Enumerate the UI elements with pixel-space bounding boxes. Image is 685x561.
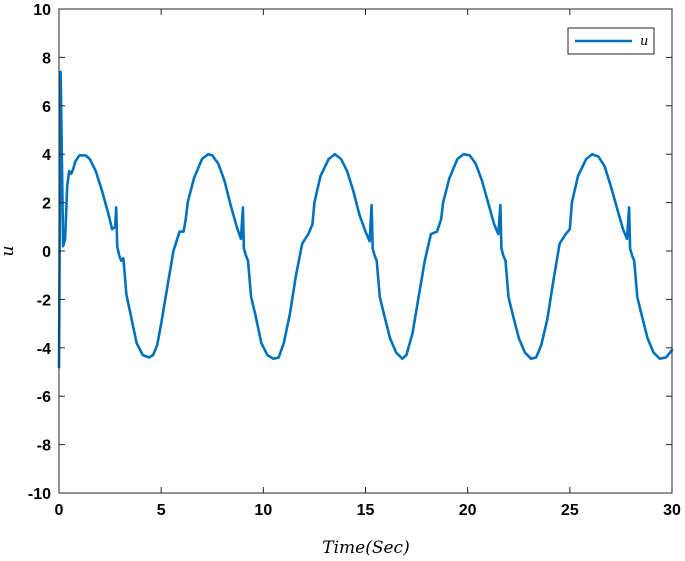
y-tick-label: 6: [42, 99, 51, 116]
axes-frame: [58, 8, 673, 494]
axes-box: [58, 8, 673, 494]
y-tick-label: 2: [42, 196, 51, 213]
y-axis-title: u: [0, 246, 18, 257]
y-tick-label: -4: [37, 341, 51, 358]
plot-area: [59, 9, 672, 493]
y-tick-label: 10: [33, 2, 51, 19]
x-tick-label: 25: [561, 502, 579, 519]
x-tick-label: 0: [55, 502, 64, 519]
plot-background: [59, 9, 672, 493]
series-line-u: [57, 70, 674, 369]
legend: u: [567, 27, 655, 55]
x-tick-label: 15: [357, 502, 375, 519]
legend-label-u: u: [640, 34, 648, 49]
y-tick-label: -10: [28, 486, 51, 503]
x-tick-label: 30: [663, 502, 681, 519]
x-axis-title: Time(Sec): [322, 538, 409, 558]
x-tick-label: 5: [157, 502, 166, 519]
series-layer: [57, 70, 674, 369]
y-tick-label: -8: [37, 438, 51, 455]
y-tick-label: 8: [42, 50, 51, 67]
x-tick-label: 10: [254, 502, 272, 519]
ticks-layer: 0 5 10 15 20 25 30 -10 -8 -6 -4 -2 0 2 4 6 8 10: [28, 2, 681, 519]
y-tick-label: -6: [37, 389, 51, 406]
y-tick-label: 0: [42, 244, 51, 261]
y-tick-label: -2: [37, 292, 51, 309]
y-tick-label: 4: [42, 147, 51, 164]
x-tick-label: 20: [459, 502, 477, 519]
